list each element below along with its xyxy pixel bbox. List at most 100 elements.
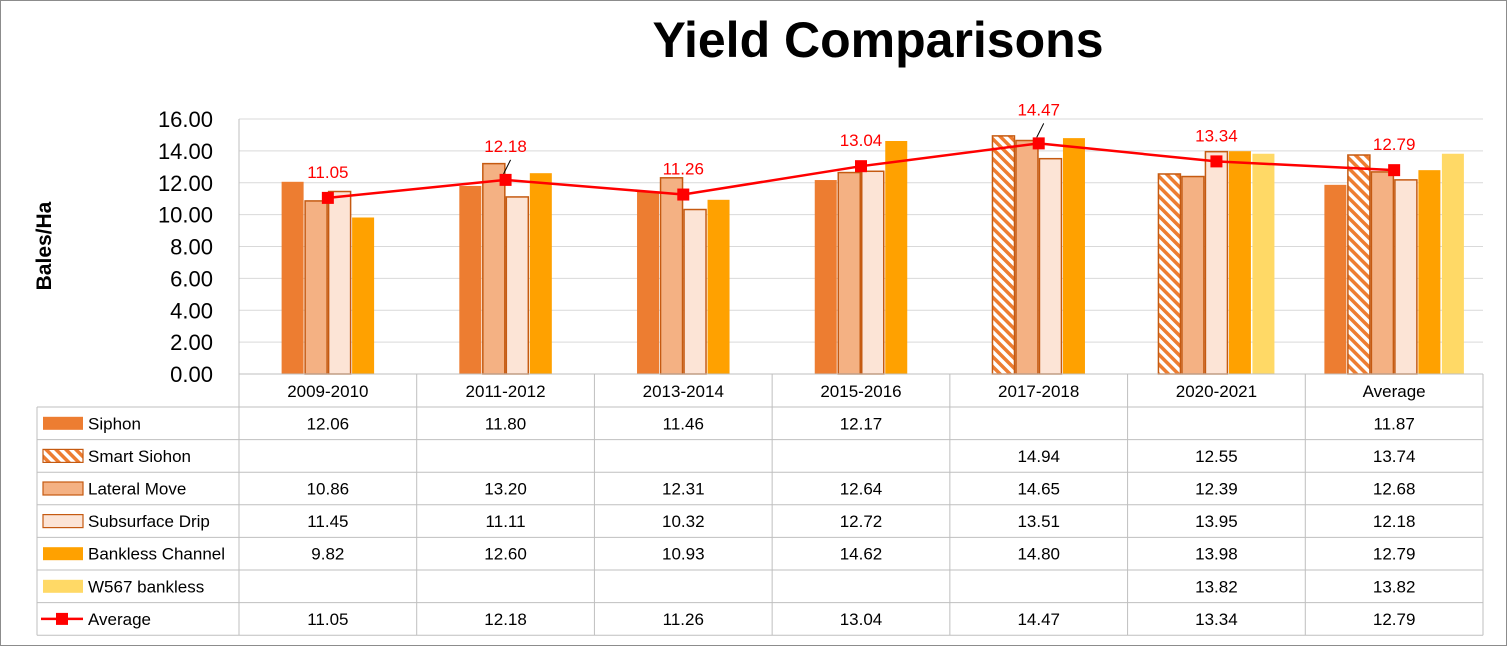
table-cell-value: 12.79 [1373,610,1416,629]
table-cell-value: 14.62 [840,545,883,564]
y-tick-label: 10.00 [158,203,213,228]
bar-siphon [637,191,660,374]
average-data-label: 13.04 [840,131,883,150]
bar-bankless-channel [707,199,730,374]
table-cell-value: 12.39 [1195,480,1238,499]
bar-lateral-move [482,162,506,375]
legend-key-bankless-channel [43,547,83,561]
x-category-label: 2017-2018 [998,382,1079,401]
table-cell-value: 11.46 [663,414,704,433]
bar-bankless-channel [1418,170,1441,374]
table-cell-value: 12.64 [840,480,883,499]
legend-key-siphon [43,416,83,430]
bar-bankless-channel [352,217,375,374]
legend-entry: W567 bankless [88,577,204,596]
average-point [677,188,690,201]
bar-w567-bankless [1252,153,1275,374]
x-category-label: 2020-2021 [1176,382,1257,401]
legend-entry: Bankless Channel [88,545,225,564]
y-tick-label: 12.00 [158,171,213,196]
legend-key-w567-bankless [43,579,83,593]
average-data-label: 12.79 [1373,135,1416,154]
legend-key-lateral-move [42,481,84,496]
average-point [1210,155,1223,168]
bar-siphon [814,180,837,374]
bar-lateral-move [659,177,684,375]
table-cell-value: 14.47 [1017,610,1060,629]
table-cell-value: 13.34 [1195,610,1238,629]
average-point [855,160,867,173]
table-cell-value: 11.26 [663,610,704,629]
average-point [321,191,334,204]
table-cell-value: 13.82 [1373,577,1416,596]
legend-key-average-marker [56,612,68,625]
table-cell-value: 11.80 [485,414,526,433]
bar-lateral-move [1370,171,1395,375]
y-tick-label: 0.00 [170,362,213,387]
bar-lateral-move [1181,175,1205,375]
table-cell-value: 12.17 [840,414,883,433]
table-cell-value: 12.18 [484,610,527,629]
bar-subsurface-drip [1394,179,1418,375]
bar-bankless-channel [1062,138,1085,374]
bar-lateral-move [1015,139,1039,375]
label-leader-line [1036,123,1045,138]
table-cell-value: 9.82 [311,545,344,564]
x-category-label: 2013-2014 [643,382,724,401]
legend-entry: Siphon [88,414,141,433]
legend-entry: Subsurface Drip [88,512,210,531]
table-cell-value: 13.04 [840,610,883,629]
legend-key-smart-siohon [42,448,84,463]
table-cell-value: 10.93 [662,545,705,564]
x-category-label: 2015-2016 [820,382,901,401]
table-cell-value: 11.45 [307,512,348,531]
chart-title: Yield Comparisons [652,12,1104,68]
legend-entry: Average [88,610,151,629]
average-point [499,173,512,186]
bar-siphon [459,185,482,374]
bar-subsurface-drip [505,196,530,375]
bar-smart-siohon [1157,173,1182,375]
legend-entry: Smart Siohon [88,447,191,466]
bar-lateral-move [304,200,328,375]
table-cell-value: 12.31 [662,480,705,499]
table-cell-value: 14.65 [1017,480,1060,499]
legend-key-subsurface-drip [42,513,84,529]
bar-smart-siohon [1347,154,1371,375]
y-tick-label: 6.00 [170,266,213,291]
y-tick-label: 4.00 [170,298,213,323]
legend-entry: Lateral Move [88,480,186,499]
bar-smart-siohon [991,135,1016,375]
bar-subsurface-drip [861,170,885,375]
table-cell-value: 13.82 [1195,577,1238,596]
table-cell-value: 11.05 [307,610,348,629]
bar-subsurface-drip [1204,150,1229,375]
table-cell-value: 11.11 [486,512,526,531]
table-cell-value: 13.98 [1195,545,1238,564]
y-tick-label: 14.00 [158,139,213,164]
table-cell-value: 12.60 [484,545,527,564]
bar-w567-bankless [1441,153,1464,374]
x-category-label: 2009-2010 [287,382,368,401]
average-data-label: 12.18 [484,137,527,156]
bar-subsurface-drip [1038,157,1063,375]
y-tick-label: 2.00 [170,330,213,355]
x-category-label: Average [1363,382,1426,401]
table-cell-value: 12.18 [1373,512,1416,531]
bar-siphon [281,181,304,374]
bar-subsurface-drip [683,208,707,375]
bar-lateral-move [837,171,861,375]
average-data-label: 11.05 [307,163,348,182]
table-cell-value: 13.95 [1195,512,1238,531]
table-cell-value: 10.32 [662,512,705,531]
table-cell-value: 13.20 [484,480,527,499]
table-cell-value: 14.80 [1017,545,1060,564]
y-tick-label: 8.00 [170,235,213,260]
table-cell-value: 14.94 [1017,447,1060,466]
table-cell-value: 12.06 [307,414,350,433]
label-leader-line [503,159,512,175]
bar-subsurface-drip [327,190,352,375]
table-cell-value: 11.87 [1374,414,1415,433]
